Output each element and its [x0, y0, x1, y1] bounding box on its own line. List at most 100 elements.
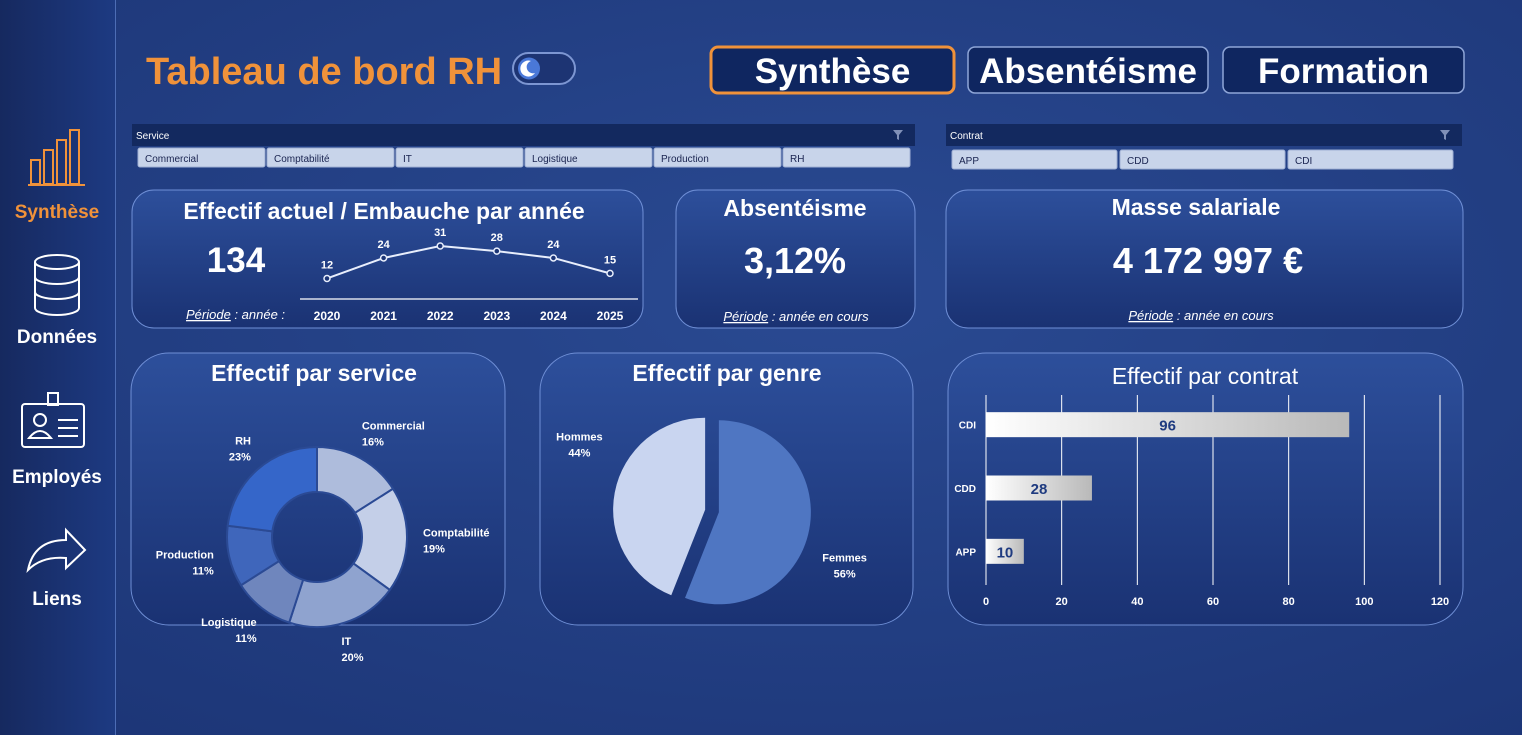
- nav-item[interactable]: Employés: [12, 467, 102, 488]
- data-label-value: 11%: [235, 633, 257, 645]
- card: [945, 189, 1464, 329]
- data-label-name: Commercial: [362, 421, 425, 433]
- slicer-item[interactable]: [1287, 149, 1454, 170]
- period: Période : année :: [186, 307, 285, 322]
- x-tick-label: 0: [983, 596, 989, 608]
- slicer-item-label[interactable]: Logistique: [532, 154, 578, 165]
- bar: [986, 475, 1092, 501]
- card-title: Effectif actuel / Embauche par année: [183, 198, 584, 224]
- data-label-value: 11%: [192, 566, 214, 578]
- slicer-header: [132, 124, 915, 146]
- data-label: 15: [604, 254, 616, 266]
- slicer-header: [946, 124, 1462, 146]
- period-label: Période: [1128, 308, 1173, 323]
- icon-employes: [21, 392, 85, 448]
- period: Période : année en cours: [723, 309, 869, 324]
- data-label: 12: [321, 259, 333, 271]
- x-tick-label: 2023: [483, 309, 510, 323]
- nav-item[interactable]: Liens: [32, 589, 82, 610]
- icon-synthese: [28, 129, 85, 186]
- y-tick-label: APP: [955, 547, 976, 558]
- slicer-item-label[interactable]: IT: [403, 154, 412, 165]
- data-label: 28: [491, 232, 503, 244]
- nav-item[interactable]: Données: [17, 327, 97, 348]
- data-label-name: RH: [235, 435, 251, 447]
- period-label: Période: [186, 307, 231, 322]
- tab-label[interactable]: Formation: [1258, 52, 1429, 91]
- x-tick-label: 120: [1431, 596, 1449, 608]
- data-label-value: 23%: [229, 451, 251, 463]
- x-tick-label: 2020: [314, 309, 341, 323]
- chart-title: Effectif par service: [211, 360, 417, 386]
- y-tick-label: CDI: [959, 421, 976, 432]
- data-label-name: Hommes: [556, 432, 602, 444]
- card: [131, 189, 644, 329]
- data-label-value: 16%: [362, 437, 384, 449]
- tab[interactable]: [709, 45, 956, 95]
- slicer-item-label[interactable]: RH: [790, 154, 804, 165]
- slicer-item[interactable]: [524, 147, 653, 168]
- data-label-name: Logistique: [201, 617, 257, 629]
- kpi-value: 4 172 997 €: [1113, 240, 1303, 281]
- slicer-item[interactable]: [951, 149, 1118, 170]
- data-label: 28: [1031, 481, 1048, 498]
- tab[interactable]: [1222, 46, 1465, 94]
- slicer-item[interactable]: [266, 147, 395, 168]
- tab-label[interactable]: Absentéisme: [979, 52, 1197, 91]
- card-title: Absentéisme: [723, 195, 866, 221]
- slicer-item-label[interactable]: CDD: [1127, 156, 1149, 167]
- marker: [436, 242, 444, 250]
- data-label-value: 20%: [341, 652, 363, 664]
- slicer-item[interactable]: [653, 147, 782, 168]
- marker: [606, 269, 614, 278]
- chart-title: Effectif par contrat: [1112, 363, 1299, 389]
- icon-donnees: [34, 254, 80, 316]
- slicer-item-label[interactable]: CDI: [1295, 156, 1312, 167]
- pie-slice: [613, 417, 706, 596]
- marker: [493, 247, 501, 255]
- x-tick-label: 100: [1355, 596, 1373, 608]
- data-label: 96: [1159, 418, 1176, 435]
- slicer-item-label[interactable]: Commercial: [145, 154, 198, 165]
- tab-label[interactable]: Synthèse: [755, 52, 911, 91]
- slicer-item[interactable]: [395, 147, 524, 168]
- icon-liens: [26, 527, 87, 574]
- slicer-item-label[interactable]: Comptabilité: [274, 154, 330, 165]
- x-tick-label: 80: [1283, 596, 1295, 608]
- slicer-item[interactable]: [1119, 149, 1286, 170]
- x-tick-label: 2021: [370, 309, 397, 323]
- moon-icon: [520, 60, 535, 77]
- period-text: : année :: [231, 307, 286, 322]
- data-label-value: 44%: [568, 448, 590, 460]
- kpi-value: 134: [207, 241, 266, 280]
- data-label-value: 56%: [834, 568, 856, 580]
- data-label: 24: [547, 239, 560, 251]
- marker: [379, 254, 388, 262]
- slicer-item-label[interactable]: Production: [661, 154, 709, 165]
- marker: [323, 274, 331, 283]
- slicer-item[interactable]: [782, 147, 911, 168]
- slicer-title: Service: [136, 131, 170, 142]
- data-label: 31: [434, 227, 446, 239]
- tab[interactable]: [967, 46, 1209, 94]
- page-title: Tableau de bord RH: [146, 51, 502, 93]
- slicer-filter-icon: [1440, 130, 1450, 140]
- data-label-name: Femmes: [822, 552, 867, 564]
- sidebar: [0, 0, 115, 735]
- period-text: : année en cours: [1173, 308, 1274, 323]
- x-tick-label: 40: [1131, 596, 1143, 608]
- pie-slice: [685, 420, 811, 605]
- nav-item[interactable]: Synthèse: [15, 202, 99, 223]
- slicer-title: Contrat: [950, 131, 983, 142]
- period-text: : année en cours: [768, 309, 869, 324]
- slicer-item[interactable]: [137, 147, 266, 168]
- x-tick-label: 2022: [427, 309, 454, 323]
- data-label: 24: [377, 239, 390, 251]
- bar: [986, 412, 1350, 438]
- data-label: 10: [997, 544, 1014, 561]
- data-label-name: IT: [341, 636, 351, 648]
- line: [326, 244, 611, 280]
- slicer-item-label[interactable]: APP: [959, 156, 979, 167]
